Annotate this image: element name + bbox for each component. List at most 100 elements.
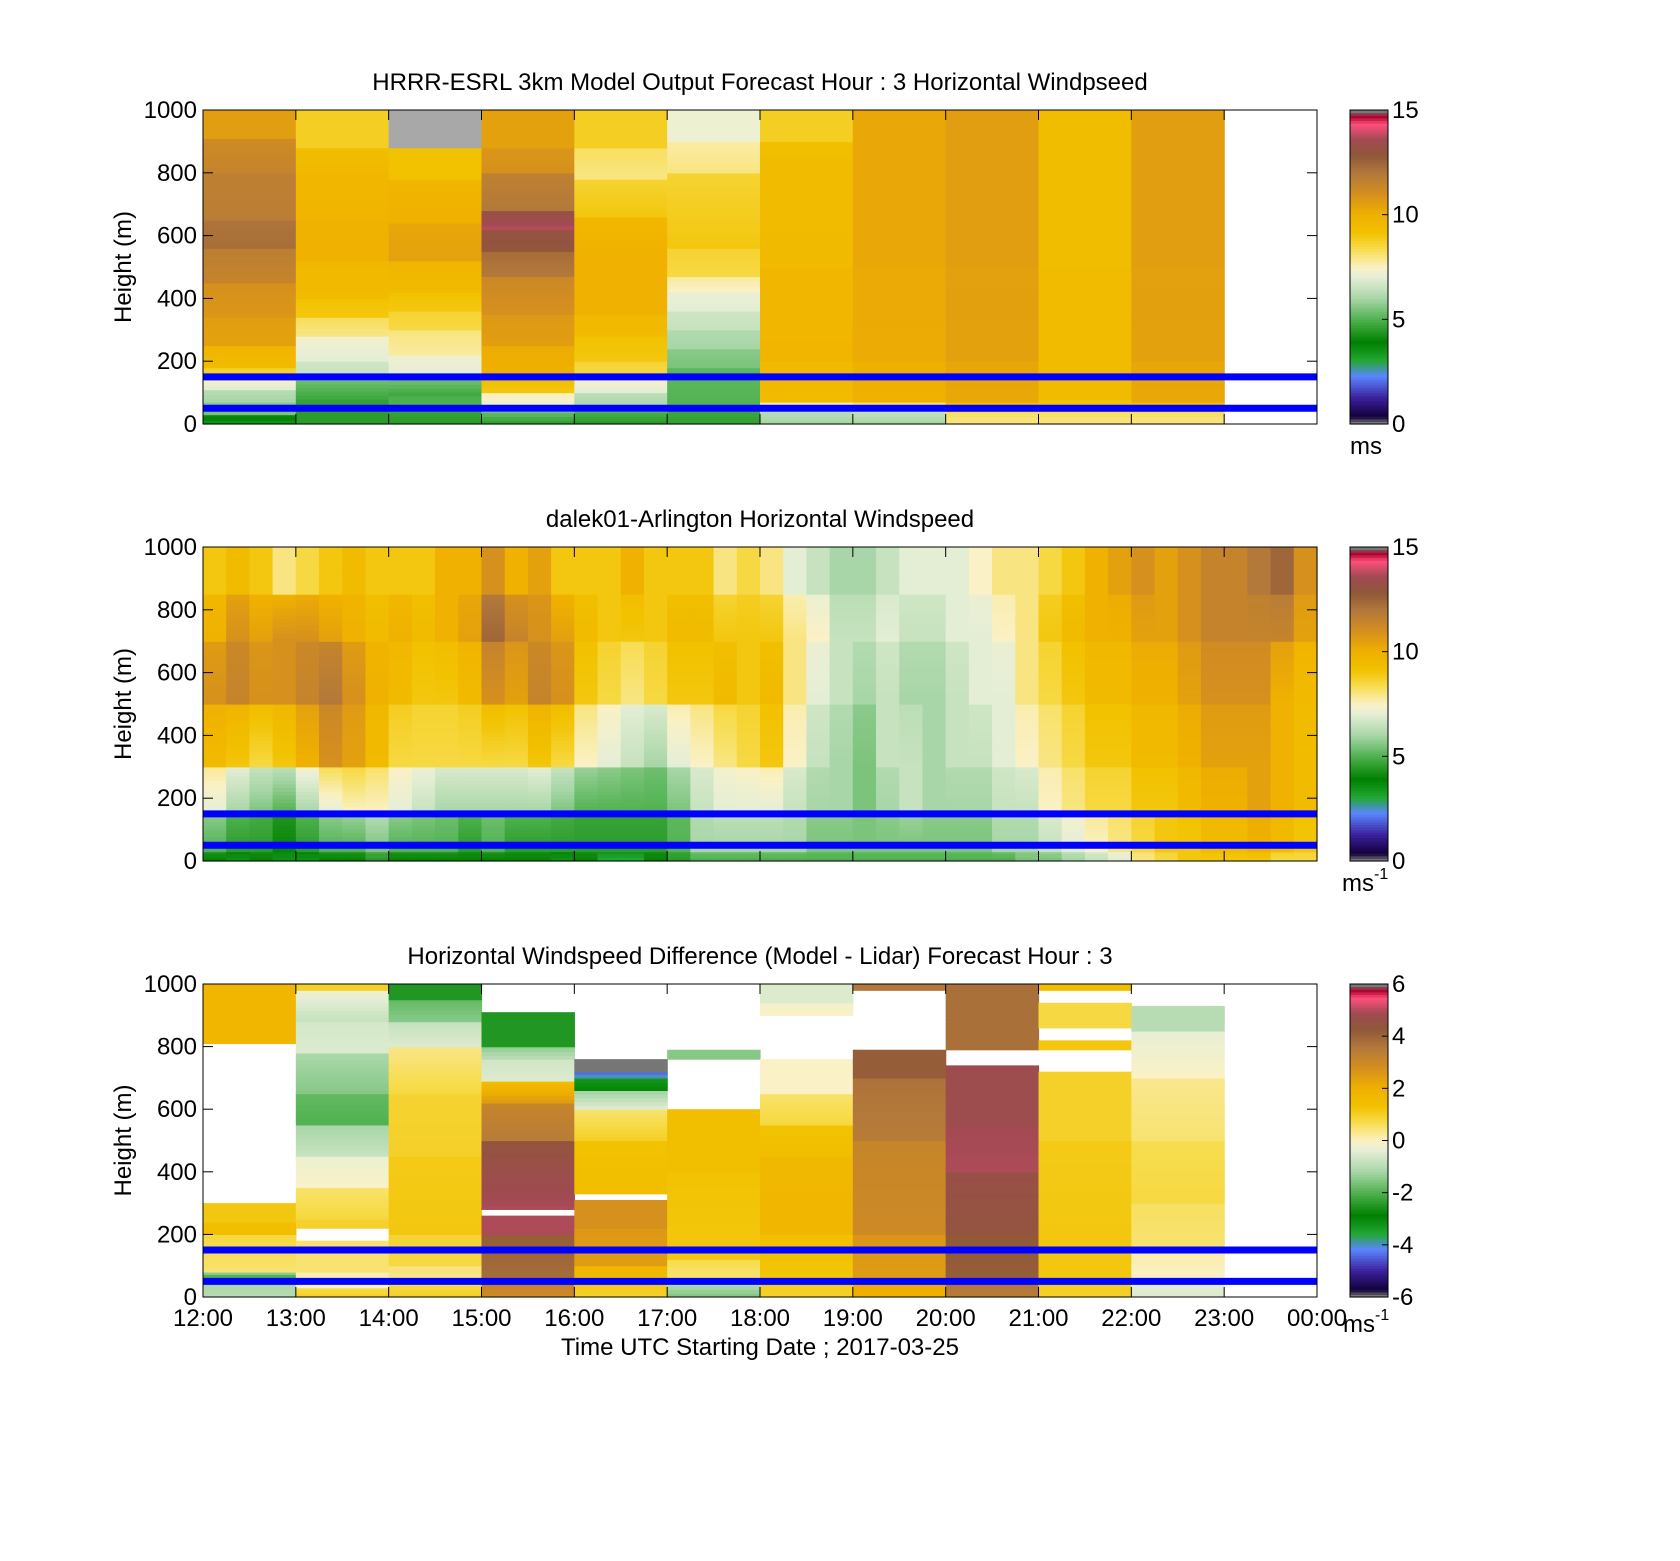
chart1-cell (1015, 821, 1040, 826)
chart1-cell (1061, 575, 1086, 580)
chart1-cell (1224, 766, 1248, 770)
chart1-cell (876, 595, 900, 601)
chart0-cell (945, 221, 1040, 227)
chart1-cell (1177, 556, 1202, 561)
chart1-cell (203, 563, 227, 569)
chart0-cell (667, 326, 761, 331)
chart1-cell (1061, 704, 1086, 708)
chart1-cell (852, 787, 877, 792)
chart1-cell (1154, 706, 1179, 711)
chart1-cell (1015, 772, 1040, 777)
chart1-cell (1084, 685, 1109, 690)
chart1-cell (527, 643, 552, 649)
chart1-cell (620, 641, 645, 645)
chart0-cell (1038, 391, 1132, 396)
chart1-cell (527, 641, 552, 645)
chart1-cell (435, 791, 459, 796)
chart0-cell (295, 346, 390, 351)
chart1-cell (992, 614, 1016, 620)
chart1-cell (1177, 629, 1202, 635)
chart1-cell (1108, 594, 1132, 597)
chart1-cell (1038, 560, 1063, 565)
chart0-cell (388, 420, 483, 425)
chart0-colorbar-step (1350, 295, 1388, 299)
chart1-cell (783, 637, 808, 642)
chart1-cell (1224, 590, 1248, 595)
chart0-cell (1038, 420, 1132, 425)
chart0-cell (295, 336, 390, 340)
chart1-cell (922, 567, 947, 573)
chart1-cell (527, 673, 552, 679)
chart1-cell (852, 828, 877, 834)
chart0-cell (1131, 349, 1225, 355)
chart1-cell (1200, 643, 1225, 649)
chart1-cell (388, 651, 413, 656)
chart1-cell (1084, 779, 1109, 785)
chart0-colorbar-step (1350, 355, 1388, 360)
chart0-cell (1131, 184, 1225, 189)
chart0-cell (203, 356, 297, 361)
chart1-cell (899, 637, 924, 642)
chart1-cell (574, 714, 599, 719)
chart1-cell (620, 614, 645, 620)
chart1-cell (551, 836, 575, 841)
chart0-cell (203, 359, 297, 365)
chart1-cell (597, 832, 622, 838)
chart0-cell (574, 272, 668, 278)
chart1-cell (690, 658, 715, 664)
chart1-cell (806, 721, 831, 726)
chart1-cell (736, 651, 761, 656)
chart1-cell (342, 622, 367, 627)
chart0-title: HRRR-ESRL 3km Model Output Forecast Hour… (372, 69, 1147, 96)
chart1-cell (667, 740, 691, 745)
chart1-cell (388, 571, 413, 576)
chart0-cell (1038, 289, 1132, 294)
chart1-cell (388, 802, 413, 807)
chart1-cell (945, 571, 970, 576)
chart1-cell (945, 643, 970, 649)
chart1-cell (342, 759, 367, 764)
chart0-cell (852, 169, 947, 174)
chart1-cell (597, 847, 622, 853)
chart1-cell (1084, 732, 1109, 738)
chart1-cell (876, 633, 900, 639)
chart1-cell (667, 706, 691, 711)
chart1-cell (458, 802, 483, 807)
chart0-cell (945, 267, 1040, 272)
chart1-cell (945, 567, 970, 573)
chart1-cell (876, 556, 900, 561)
chart1-cell (1131, 579, 1156, 584)
chart1-cell (922, 629, 947, 635)
chart1-cell (574, 643, 599, 649)
chart1-cell (643, 681, 668, 686)
chart1-cell (667, 768, 691, 774)
chart1-cell (458, 673, 483, 679)
chart0-cell (1038, 176, 1132, 181)
chart1-cell (829, 611, 854, 616)
chart1-cell (272, 696, 297, 701)
chart1-cell (574, 607, 599, 612)
chart1-cell (1177, 662, 1202, 667)
chart1-cell (504, 685, 529, 690)
chart1-cell (411, 655, 436, 660)
chart1-cell (342, 763, 367, 768)
chart1-cell (1131, 677, 1156, 682)
chart1-cell (1224, 744, 1248, 749)
chart0-cell (945, 319, 1040, 325)
chart1-cell (365, 560, 390, 565)
chart1-cell (922, 696, 947, 701)
chart0-cell (574, 167, 668, 173)
chart0-cell (481, 221, 575, 227)
chart1-cell (690, 795, 715, 800)
chart1-cell (411, 798, 436, 804)
chart1-cell (643, 821, 668, 826)
chart1-cell (922, 817, 947, 823)
chart1-cell (783, 736, 808, 742)
chart1-cell (342, 732, 367, 738)
chart1-cell (667, 607, 691, 612)
chart1-cell (1131, 618, 1156, 623)
chart1-cell (829, 662, 854, 667)
chart1-cell (1061, 851, 1086, 855)
chart0-cell (295, 342, 390, 347)
chart1-cell (1038, 677, 1063, 682)
